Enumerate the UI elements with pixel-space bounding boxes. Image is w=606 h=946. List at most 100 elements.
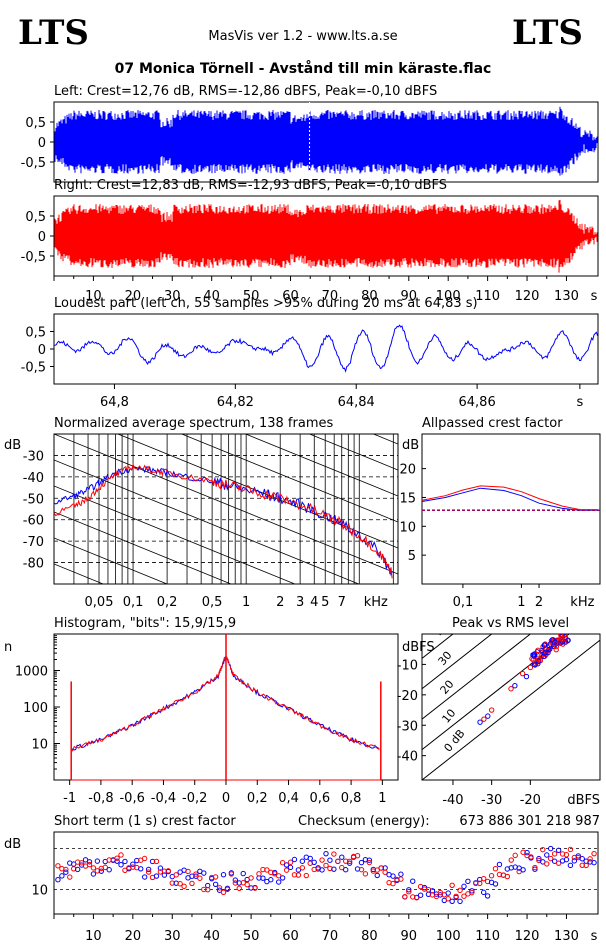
stc-point-right: [445, 896, 451, 902]
spectrum-ylabel: dB: [4, 438, 21, 453]
stc-point-right: [437, 889, 444, 896]
time-tick-label: 130: [554, 289, 579, 304]
stc-point-right: [362, 871, 369, 877]
stc-point-right: [252, 885, 258, 891]
stc-point-right: [216, 885, 223, 891]
stc-point-left: [141, 874, 148, 880]
right-waveform-title: Right: Crest=12,83 dB, RMS=-12,93 dBFS, …: [54, 178, 447, 193]
stc-point-right: [299, 865, 306, 871]
stc-point-left: [59, 873, 65, 879]
crest-title: Allpassed crest factor: [422, 416, 563, 431]
histogram-xtick-label: -0,2: [182, 791, 207, 806]
left-waveform-title: Left: Crest=12,76 dB, RMS=-12,86 dBFS, P…: [54, 84, 437, 99]
stc-point-left: [63, 869, 69, 875]
stc-point-right: [55, 863, 61, 869]
stc-point-right: [547, 855, 554, 862]
stc-point-left: [55, 877, 61, 883]
time-tick-label: 10: [85, 289, 102, 304]
stc-point-left: [94, 858, 101, 864]
pvr-point-cluster: [545, 649, 551, 656]
stc-point-right: [488, 873, 495, 879]
spectrum-xtick-label: 1: [242, 595, 250, 610]
stc-point-left: [469, 888, 475, 894]
stc-point-left: [232, 877, 239, 883]
stc-point-right: [224, 886, 231, 892]
crest-ytick-label: 5: [408, 549, 416, 564]
stc-point-left: [327, 857, 333, 863]
spectrum-xtick-label: 0,2: [157, 595, 178, 610]
pvr-point-cluster: [545, 648, 551, 654]
crest-ytick-label: 20: [399, 463, 416, 478]
spectrum-line-left: [54, 465, 393, 577]
stc-xtick-label: 20: [125, 929, 142, 944]
stc-point-right: [248, 875, 254, 881]
stc-point-right: [197, 875, 203, 881]
stc-point-right: [508, 857, 514, 863]
pvr-point-right: [508, 686, 514, 692]
app-title: MasVis ver 1.2 - www.lts.a.se: [208, 29, 397, 44]
stc-xtick-label: 90: [401, 929, 418, 944]
spectrum-line-right: [54, 462, 393, 579]
pvr-point-right: [488, 707, 495, 713]
stc-point-left: [484, 893, 491, 899]
pvr-ytick-label: -10: [397, 658, 418, 673]
stc-point-right: [449, 882, 455, 888]
stc-point-left: [130, 861, 136, 867]
stc-point-right: [220, 889, 227, 896]
histogram-ytick-label: 100: [23, 701, 48, 716]
pvr-point-cluster: [539, 647, 545, 654]
stc-point-right: [358, 866, 365, 873]
stc-point-left: [343, 867, 349, 873]
stc-point-left: [145, 866, 152, 873]
stc-point-right: [319, 857, 325, 863]
spectrum-slant: [54, 434, 398, 575]
stc-point-right: [236, 885, 242, 892]
stc-point-right: [563, 852, 570, 858]
stc-point-left: [532, 866, 538, 872]
right-waveform-plot: [54, 199, 598, 273]
stc-point-right: [469, 889, 475, 896]
checksum-value: 673 886 301 218 987: [459, 814, 600, 829]
stc-point-left: [220, 872, 227, 878]
pvr-xtick-label: -40: [442, 793, 463, 808]
crest-xtick-label: kHz: [570, 595, 594, 610]
stc-point-right: [303, 872, 309, 879]
histogram-xtick-label: 0,2: [247, 791, 268, 806]
stc-point-left: [358, 859, 365, 866]
stc-point-left: [406, 887, 412, 893]
spectrum-xtick-label: 3: [296, 595, 304, 610]
histogram-xtick-label: 0: [222, 791, 230, 806]
stc-point-left: [331, 866, 337, 872]
left-waveform-signal: [54, 106, 598, 176]
stc-xtick-label: 80: [361, 929, 378, 944]
spectrum-slant: [116, 434, 398, 549]
stc-point-left: [212, 881, 219, 888]
crest-line-left: [421, 487, 598, 511]
pvr-ytick-label: -30: [397, 719, 418, 734]
spectrum-slants: [54, 434, 398, 584]
stc-point-right: [587, 856, 593, 862]
stc-point-right: [118, 852, 124, 858]
stc-point-left: [520, 867, 526, 873]
stc-point-left: [571, 858, 578, 864]
pvr-xtick-label: -30: [481, 793, 502, 808]
stc-point-right: [551, 851, 558, 857]
crest-ylabel: dB: [402, 438, 419, 453]
time-tick-label: 50: [243, 289, 260, 304]
stc-point-right: [477, 880, 483, 887]
time-tick-label: 110: [475, 289, 500, 304]
stc-point-right: [331, 851, 337, 857]
stc-point-left: [193, 873, 199, 879]
stc-point-right: [165, 868, 172, 874]
logo-right: LTS: [512, 13, 583, 53]
spectrum-xtick-label: 0,5: [202, 595, 223, 610]
loudest-xtick-label: 64,86: [459, 395, 496, 410]
spectrum-ytick-label: -70: [23, 535, 44, 550]
pvr-title: Peak vs RMS level: [452, 616, 569, 631]
loudest-xtick-label: 64,84: [338, 395, 375, 410]
pvr-point-cluster: [536, 657, 542, 663]
right-waveform-signal: [54, 199, 598, 273]
histogram-xtick-label: 1: [378, 791, 386, 806]
time-tick-label: 120: [515, 289, 540, 304]
stc-xtick-label: 120: [515, 929, 540, 944]
